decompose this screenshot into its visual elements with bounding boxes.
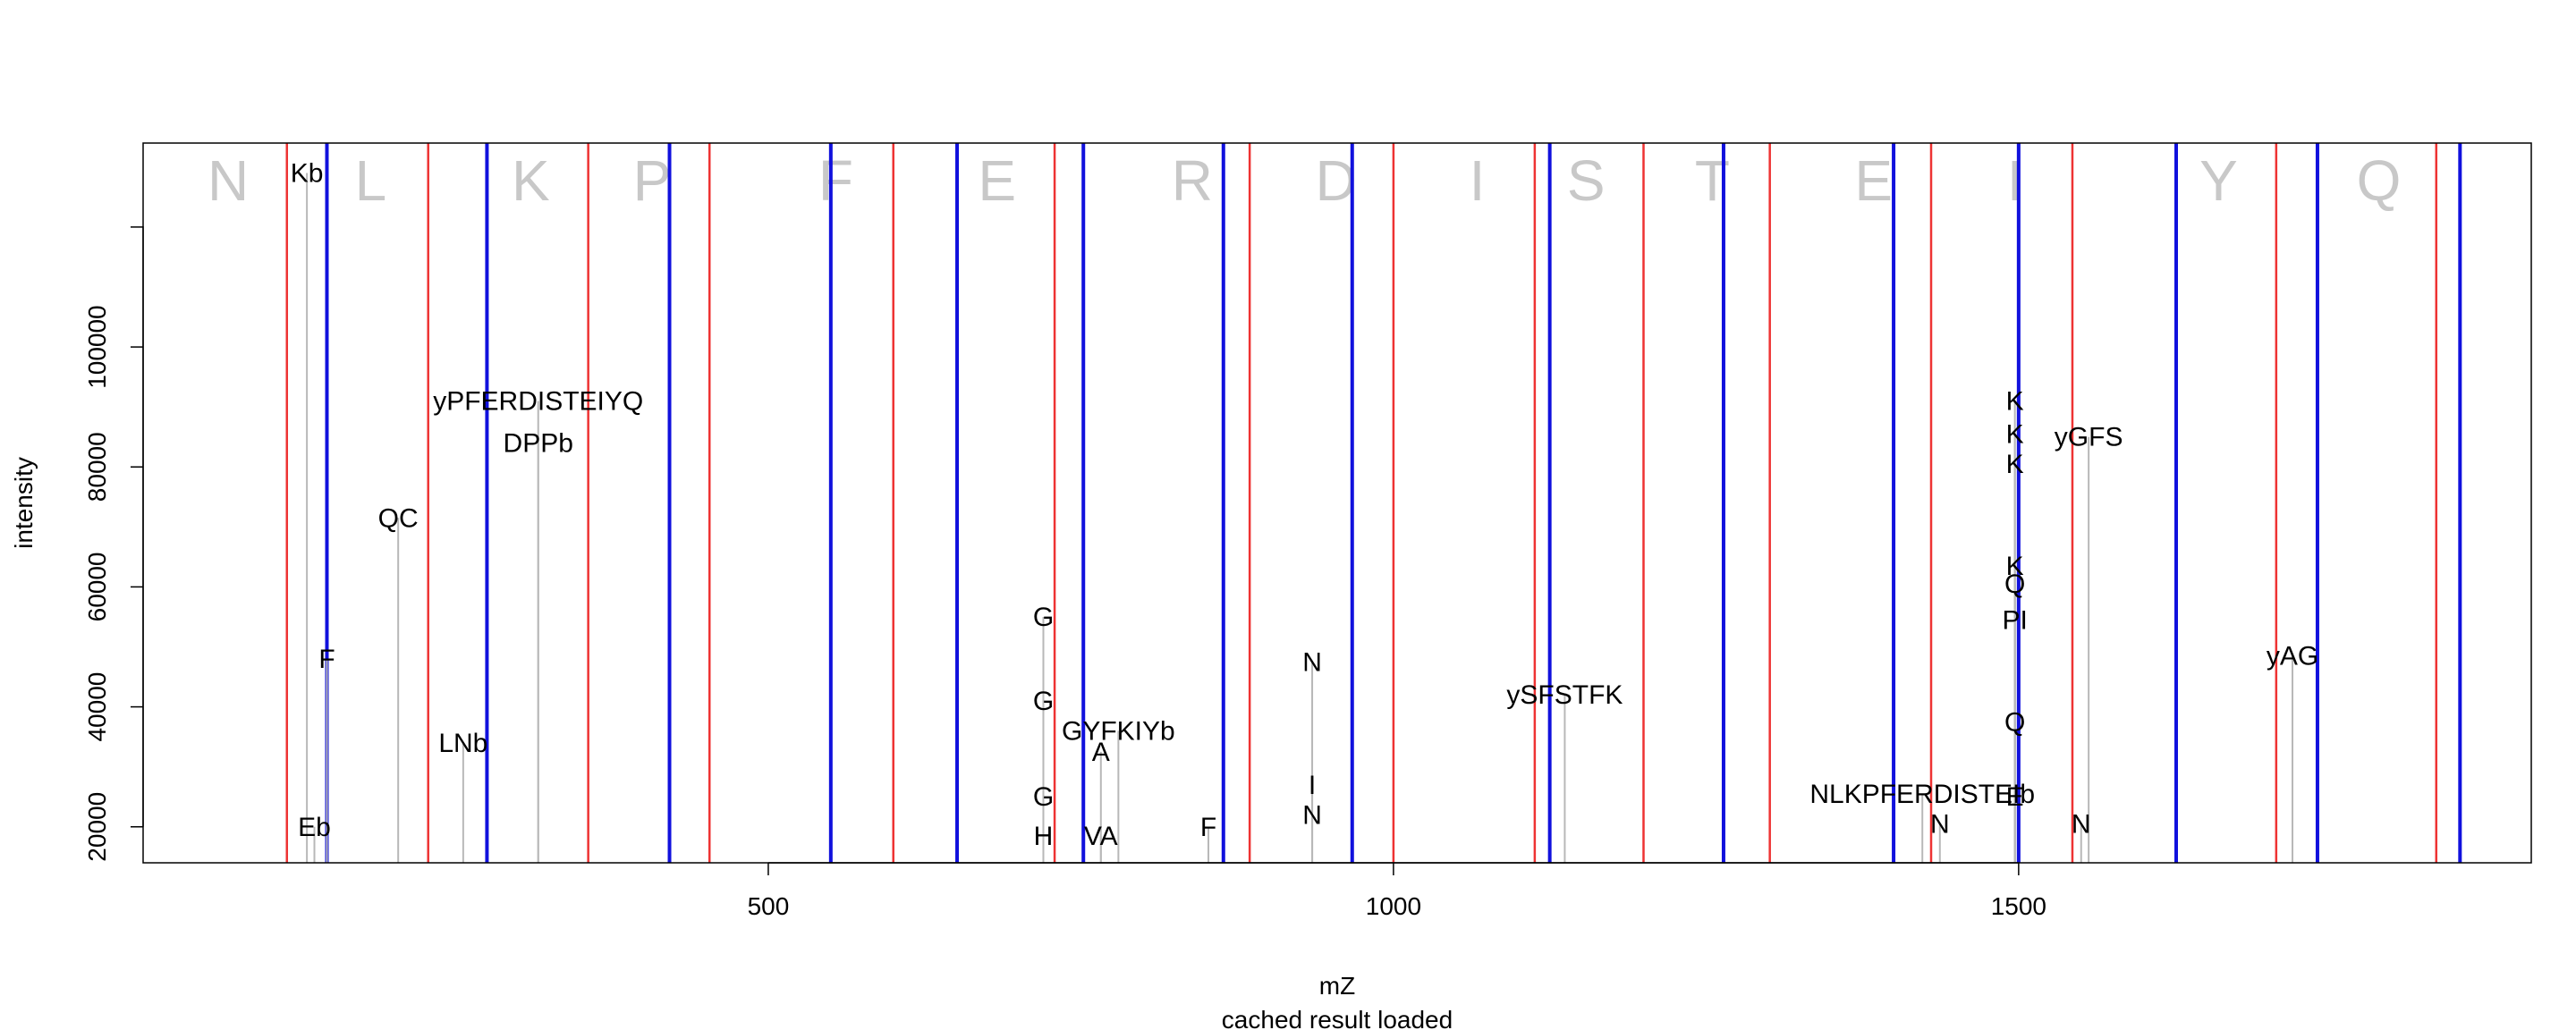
residue-label: R	[1172, 148, 1213, 213]
peak-label: K	[2006, 419, 2024, 449]
y-axis: 20000 40000 60000 80000 100000	[83, 226, 144, 862]
peak-label: PI	[2002, 605, 2027, 635]
residue-label: Y	[2199, 148, 2238, 213]
b-ion-lines	[285, 143, 2438, 863]
peak-label: G	[1033, 687, 1054, 716]
residue-label: L	[355, 148, 387, 213]
peak-label: Q	[2004, 570, 2025, 599]
peak-label: K	[2006, 450, 2024, 479]
peak-labels: KbEbFQCLNbyPFERDISTEIYQDPPbGGGHGYFKIYbAV…	[291, 159, 2318, 851]
y-tick-label: 80000	[83, 432, 111, 502]
residue-label: E	[1854, 148, 1893, 213]
peak-label: Q	[2004, 707, 2025, 737]
peak-label: GYFKIYb	[1062, 716, 1175, 746]
residue-label: N	[208, 148, 249, 213]
peak-label: N	[1302, 800, 1322, 830]
x-tick-label: 500	[748, 892, 790, 920]
peak-label: G	[1033, 603, 1054, 632]
plot-frame	[142, 142, 2532, 864]
peak-label: F	[1200, 813, 1216, 842]
x-tick-label: 1000	[1366, 892, 1421, 920]
peak-label: yGFS	[2055, 423, 2123, 452]
peak-label: I	[1309, 771, 1316, 800]
peak-label: E	[2006, 782, 2024, 812]
peak-label: K	[2006, 386, 2024, 416]
peak-label: DPPb	[504, 428, 573, 458]
peak-label: N	[1930, 809, 1950, 839]
peak-label: NLKPFERDISTEIb	[1809, 780, 2035, 809]
residue-label: K	[512, 148, 550, 213]
residue-label: Q	[2357, 148, 2402, 213]
peak-label: K	[2006, 552, 2024, 581]
residue-label: P	[633, 148, 672, 213]
x-axis-label: mZ	[1319, 972, 1355, 1000]
residue-label: D	[1315, 148, 1356, 213]
y-tick-label: 100000	[83, 305, 111, 388]
peaks	[306, 173, 2293, 863]
peak-label: ySFSTFK	[1506, 680, 1623, 710]
x-tick-label: 1500	[1991, 892, 2046, 920]
peak-label: G	[1033, 782, 1054, 812]
peak-label: QC	[378, 503, 419, 533]
peak-label: yPFERDISTEIYQ	[433, 386, 643, 416]
peak-label: yAG	[2267, 642, 2318, 671]
y-axis-label: intensity	[10, 457, 38, 549]
peak-label: Eb	[298, 813, 331, 842]
peak-label: N	[1302, 647, 1322, 677]
residue-label: E	[978, 148, 1016, 213]
residue-label: S	[1567, 148, 1606, 213]
residue-label: I	[2007, 148, 2023, 213]
y-tick-label: 40000	[83, 672, 111, 742]
peak-label: LNb	[438, 729, 487, 758]
residue-label: F	[818, 148, 853, 213]
peak-label: Kb	[291, 159, 324, 189]
y-tick-label: 20000	[83, 792, 111, 862]
y-ion-lines	[325, 143, 2462, 863]
peak-label: A	[1092, 738, 1110, 767]
peak-label: F	[318, 645, 335, 674]
y-tick-label: 60000	[83, 552, 111, 621]
residue-label: I	[1470, 148, 1486, 213]
peak-label: H	[1034, 822, 1054, 851]
chart-subtitle: cached result loaded	[1222, 1006, 1453, 1030]
x-axis: 500 1000 1500	[748, 862, 2046, 920]
peak-label: N	[2072, 809, 2091, 839]
peak-label: VA	[1084, 822, 1118, 851]
